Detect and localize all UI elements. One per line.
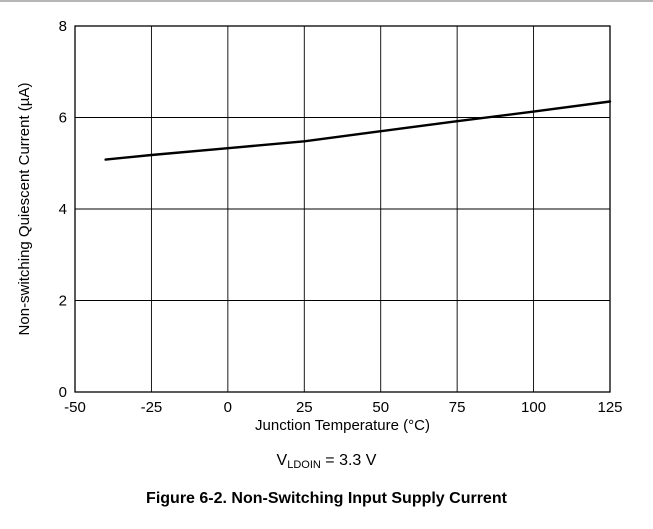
grid: [75, 26, 610, 392]
x-tick-label: 0: [224, 399, 232, 416]
x-axis-title: Junction Temperature (°C): [255, 417, 430, 434]
y-tick-label: 6: [59, 110, 67, 127]
y-tick-label: 8: [59, 18, 67, 35]
condition-suffix: = 3.3 V: [320, 452, 377, 469]
x-tick-labels: -50 -25 0 25 50 75 100 125: [64, 399, 622, 416]
y-tick-label: 4: [59, 201, 67, 218]
x-tick-label: 75: [449, 399, 466, 416]
test-condition: VLDOIN = 3.3 V: [0, 452, 653, 471]
x-tick-label: 100: [521, 399, 546, 416]
x-tick-label: 125: [597, 399, 622, 416]
top-rule: [0, 0, 653, 2]
x-tick-label: -50: [64, 399, 86, 416]
x-tick-label: 50: [372, 399, 389, 416]
y-tick-label: 2: [59, 293, 67, 310]
condition-prefix: V: [276, 452, 288, 469]
y-tick-label: 0: [59, 384, 67, 401]
line-chart: -50 -25 0 25 50 75 100 125 0 2 4 6 8 Junction Tempe…: [16, 18, 623, 434]
y-tick-labels: 0 2 4 6 8: [59, 18, 67, 401]
condition-subscript: LDOIN: [287, 459, 321, 471]
x-tick-label: -25: [141, 399, 163, 416]
plot-frame: [74, 25, 611, 393]
figure-caption: Figure 6-2. Non-Switching Input Supply C…: [146, 490, 507, 507]
series-layer: [104, 100, 612, 161]
y-axis-title: Non-switching Quiescent Current (µA): [16, 83, 33, 336]
x-tick-label: 25: [296, 399, 313, 416]
series-line: [104, 100, 612, 161]
